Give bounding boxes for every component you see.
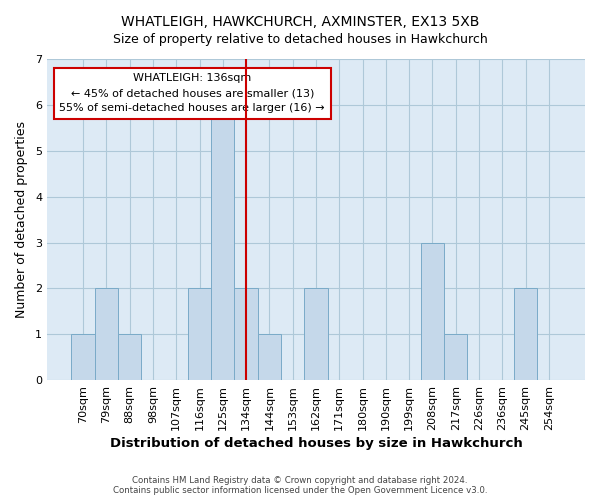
X-axis label: Distribution of detached houses by size in Hawkchurch: Distribution of detached houses by size …: [110, 437, 523, 450]
Text: WHATLEIGH, HAWKCHURCH, AXMINSTER, EX13 5XB: WHATLEIGH, HAWKCHURCH, AXMINSTER, EX13 5…: [121, 15, 479, 29]
Bar: [118, 334, 141, 380]
Bar: [235, 288, 258, 380]
Bar: [421, 242, 444, 380]
Bar: [188, 288, 211, 380]
Text: Contains HM Land Registry data © Crown copyright and database right 2024.
Contai: Contains HM Land Registry data © Crown c…: [113, 476, 487, 495]
Text: Size of property relative to detached houses in Hawkchurch: Size of property relative to detached ho…: [113, 32, 487, 46]
Y-axis label: Number of detached properties: Number of detached properties: [15, 121, 28, 318]
Bar: [95, 288, 118, 380]
Bar: [304, 288, 328, 380]
Bar: [514, 288, 537, 380]
Bar: [71, 334, 95, 380]
Bar: [211, 105, 235, 380]
Bar: [444, 334, 467, 380]
Text: WHATLEIGH: 136sqm
← 45% of detached houses are smaller (13)
55% of semi-detached: WHATLEIGH: 136sqm ← 45% of detached hous…: [59, 74, 325, 113]
Bar: [258, 334, 281, 380]
